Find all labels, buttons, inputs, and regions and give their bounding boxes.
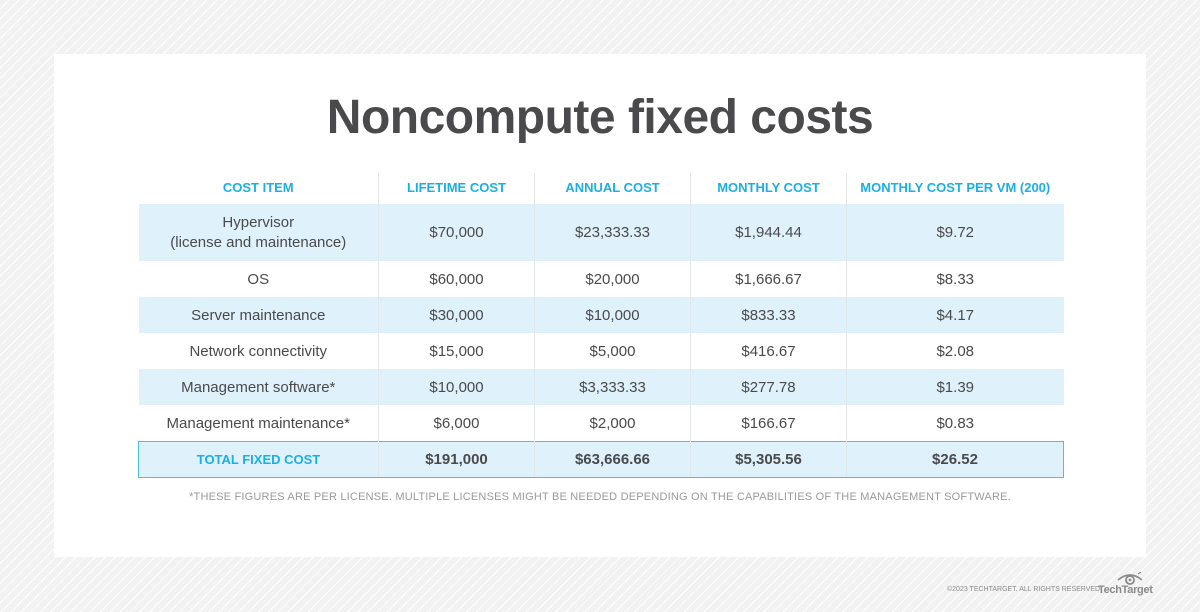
header-lifetime-cost: LIFETIME COST xyxy=(378,173,535,195)
cell-item: Management software* xyxy=(138,369,379,405)
table-row: Management maintenance* $6,000 $2,000 $1… xyxy=(139,405,1064,442)
item-name: Hypervisor xyxy=(222,213,295,231)
cell-annual: $5,000 xyxy=(534,333,691,369)
cell-item: OS xyxy=(247,270,270,288)
total-label: TOTAL FIXED COST xyxy=(138,441,379,478)
cost-table: COST ITEM LIFETIME COST ANNUAL COST MONT… xyxy=(138,173,1064,478)
logo-text: TechTarget xyxy=(1098,584,1153,596)
header-monthly-cost: MONTHLY COST xyxy=(690,173,847,195)
page-title: Noncompute fixed costs xyxy=(326,91,874,144)
total-monthly: $5,305.56 xyxy=(690,441,847,478)
cell-annual: $10,000 xyxy=(534,297,691,333)
cell-annual: $20,000 xyxy=(534,261,691,297)
cell-item: Server maintenance xyxy=(138,297,379,333)
footnote: *THESE FIGURES ARE PER LICENSE. MULTIPLE… xyxy=(189,491,1011,503)
total-row: TOTAL FIXED COST $191,000 $63,666.66 $5,… xyxy=(138,441,1064,478)
table-row: Server maintenance $30,000 $10,000 $833.… xyxy=(138,297,1064,333)
table-row: Management software* $10,000 $3,333.33 $… xyxy=(138,369,1064,405)
cell-per-vm: $8.33 xyxy=(846,261,1064,297)
cell-annual: $23,333.33 xyxy=(534,204,691,261)
cell-per-vm: $2.08 xyxy=(846,333,1064,369)
total-per-vm: $26.52 xyxy=(846,441,1064,478)
cell-per-vm: $0.83 xyxy=(846,405,1064,442)
cell-item: Management maintenance* xyxy=(166,414,350,432)
header-annual-cost: ANNUAL COST xyxy=(534,173,691,195)
total-lifetime: $191,000 xyxy=(378,441,535,478)
table-header-row: COST ITEM LIFETIME COST ANNUAL COST MONT… xyxy=(139,173,1064,195)
header-monthly-cost-per-vm: MONTHLY COST PER VM (200) xyxy=(846,173,1064,195)
table-row: Hypervisor (license and maintenance) $70,… xyxy=(138,204,1064,261)
table-row: Network connectivity $15,000 $5,000 $416… xyxy=(139,333,1064,369)
infographic-card: Noncompute fixed costs COST ITEM LIFETIM… xyxy=(54,54,1146,557)
cell-item: Network connectivity xyxy=(189,342,328,360)
cell-annual: $2,000 xyxy=(534,405,691,442)
item-subtitle: (license and maintenance) xyxy=(170,233,347,251)
cell-monthly: $166.67 xyxy=(690,405,847,442)
cell-item: Hypervisor (license and maintenance) xyxy=(138,204,379,261)
cell-per-vm: $9.72 xyxy=(846,204,1064,261)
cell-annual: $3,333.33 xyxy=(534,369,691,405)
eye-icon xyxy=(1117,572,1143,585)
cell-per-vm: $1.39 xyxy=(846,369,1064,405)
cell-per-vm: $4.17 xyxy=(846,297,1064,333)
cell-lifetime: $15,000 xyxy=(378,333,535,369)
copyright-notice: ©2023 TECHTARGET. ALL RIGHTS RESERVED xyxy=(947,586,1101,593)
cell-lifetime: $30,000 xyxy=(378,297,535,333)
cell-lifetime: $60,000 xyxy=(378,261,535,297)
cell-lifetime: $10,000 xyxy=(378,369,535,405)
cell-monthly: $1,666.67 xyxy=(690,261,847,297)
total-annual: $63,666.66 xyxy=(534,441,691,478)
cell-monthly: $833.33 xyxy=(690,297,847,333)
header-cost-item: COST ITEM xyxy=(222,180,294,195)
cell-monthly: $277.78 xyxy=(690,369,847,405)
cell-lifetime: $70,000 xyxy=(378,204,535,261)
cell-lifetime: $6,000 xyxy=(378,405,535,442)
cell-monthly: $416.67 xyxy=(690,333,847,369)
table-row: OS $60,000 $20,000 $1,666.67 $8.33 xyxy=(139,261,1064,297)
techtarget-logo: TechTarget xyxy=(1098,572,1153,598)
cell-monthly: $1,944.44 xyxy=(690,204,847,261)
